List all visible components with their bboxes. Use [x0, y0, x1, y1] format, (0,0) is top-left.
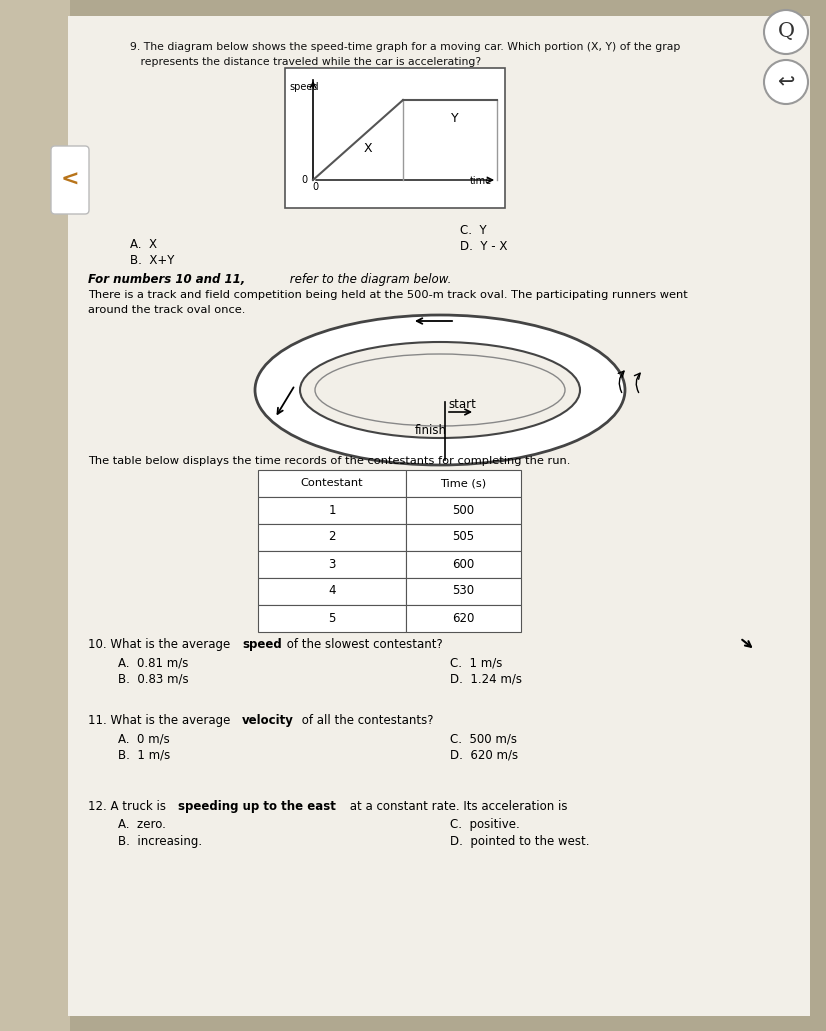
Text: 0: 0 [312, 182, 318, 192]
Text: 500: 500 [452, 503, 474, 517]
Text: speed: speed [289, 82, 319, 92]
Text: Time (s): Time (s) [440, 478, 486, 488]
Text: 12. A truck is: 12. A truck is [88, 800, 170, 813]
Text: Y: Y [451, 111, 458, 125]
Bar [285, 68, 505, 208]
Text: X: X [363, 141, 373, 155]
Text: around the track oval once.: around the track oval once. [88, 305, 245, 315]
Text: D.  Y - X: D. Y - X [460, 240, 507, 253]
Bar [258, 551, 406, 578]
Bar [258, 470, 406, 497]
Ellipse shape [315, 354, 565, 426]
Text: speeding up to the east: speeding up to the east [178, 800, 336, 813]
Text: of all the contestants?: of all the contestants? [298, 714, 434, 727]
Text: Contestant: Contestant [301, 478, 363, 488]
Text: <: < [60, 170, 79, 190]
Text: speed: speed [242, 638, 282, 651]
Text: at a constant rate. Its acceleration is: at a constant rate. Its acceleration is [346, 800, 567, 813]
Bar [68, 16, 810, 1016]
Text: B.  1 m/s: B. 1 m/s [118, 749, 170, 762]
Text: 4: 4 [328, 585, 335, 598]
Text: For numbers 10 and 11,: For numbers 10 and 11, [88, 273, 245, 286]
Text: A.  zero.: A. zero. [118, 818, 166, 831]
Text: refer to the diagram below.: refer to the diagram below. [286, 273, 451, 286]
Circle shape [764, 10, 808, 54]
Bar [258, 605, 406, 632]
Bar [258, 524, 406, 551]
Text: C.  positive.: C. positive. [450, 818, 520, 831]
Text: B.  X+Y: B. X+Y [130, 254, 174, 267]
Ellipse shape [255, 315, 625, 465]
Text: D.  pointed to the west.: D. pointed to the west. [450, 835, 590, 849]
Bar [258, 497, 406, 524]
Circle shape [764, 60, 808, 104]
Text: start: start [448, 398, 476, 411]
Text: 620: 620 [452, 611, 474, 625]
Text: represents the distance traveled while the car is accelerating?: represents the distance traveled while t… [130, 57, 481, 67]
Ellipse shape [300, 342, 580, 438]
Text: C.  500 m/s: C. 500 m/s [450, 732, 517, 745]
Text: of the slowest contestant?: of the slowest contestant? [283, 638, 443, 651]
Text: 0: 0 [301, 175, 307, 185]
Text: time: time [470, 176, 492, 186]
Bar [406, 470, 521, 497]
Text: B.  increasing.: B. increasing. [118, 835, 202, 849]
Text: 11. What is the average: 11. What is the average [88, 714, 234, 727]
Text: finish: finish [415, 424, 447, 437]
Text: A.  0.81 m/s: A. 0.81 m/s [118, 656, 188, 669]
Bar [406, 497, 521, 524]
Text: B.  0.83 m/s: B. 0.83 m/s [118, 673, 188, 686]
Text: D.  1.24 m/s: D. 1.24 m/s [450, 673, 522, 686]
Text: A.  0 m/s: A. 0 m/s [118, 732, 170, 745]
Text: C.  1 m/s: C. 1 m/s [450, 656, 502, 669]
Text: 600: 600 [452, 558, 474, 570]
Text: 2: 2 [328, 531, 335, 543]
Text: 505: 505 [452, 531, 474, 543]
Bar [0, 0, 70, 1031]
Text: D.  620 m/s: D. 620 m/s [450, 749, 518, 762]
Bar [406, 578, 521, 605]
Bar [258, 578, 406, 605]
Text: A.  X: A. X [130, 238, 157, 251]
Text: 10. What is the average: 10. What is the average [88, 638, 234, 651]
Bar [406, 524, 521, 551]
Text: 9. The diagram below shows the speed-time graph for a moving car. Which portion : 9. The diagram below shows the speed-tim… [130, 42, 681, 52]
Text: 3: 3 [328, 558, 335, 570]
Text: 530: 530 [452, 585, 474, 598]
Text: ↩: ↩ [777, 72, 795, 92]
Text: 5: 5 [328, 611, 335, 625]
FancyBboxPatch shape [51, 146, 89, 214]
Bar [406, 605, 521, 632]
Text: Q: Q [777, 23, 795, 41]
Text: velocity: velocity [242, 714, 294, 727]
Text: C.  Y: C. Y [460, 224, 487, 237]
Text: The table below displays the time records of the contestants for completing the : The table below displays the time record… [88, 456, 571, 466]
Text: There is a track and field competition being held at the 500-m track oval. The p: There is a track and field competition b… [88, 290, 688, 300]
Bar [406, 551, 521, 578]
Text: 1: 1 [328, 503, 335, 517]
